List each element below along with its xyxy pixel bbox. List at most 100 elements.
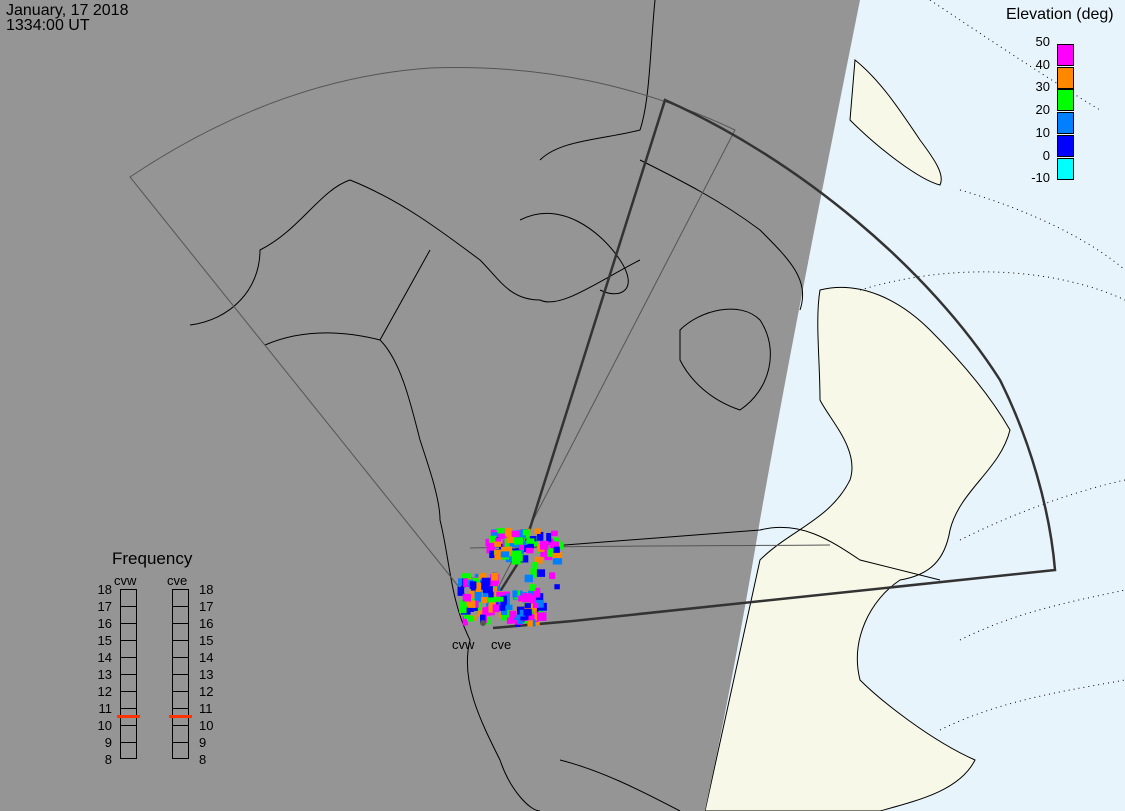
frequency-tick: 18 bbox=[97, 582, 112, 597]
elevation-bin-2 bbox=[1057, 89, 1074, 112]
scatter-cell bbox=[549, 572, 556, 580]
scatter-cell bbox=[457, 586, 465, 596]
scatter-cell bbox=[481, 596, 488, 604]
elevation-tick: 10 bbox=[1035, 124, 1050, 140]
scatter-cell bbox=[553, 546, 560, 553]
elevation-tick: 0 bbox=[1042, 147, 1050, 163]
scatter-cell bbox=[551, 530, 558, 537]
elevation-tick: 50 bbox=[1035, 34, 1050, 49]
frequency-tick: 9 bbox=[199, 735, 207, 750]
scatter-cell bbox=[472, 600, 479, 608]
scatter-cell bbox=[474, 590, 482, 601]
scatter-cell bbox=[488, 591, 494, 598]
scatter-cell bbox=[524, 603, 531, 609]
scatter-cell bbox=[522, 529, 531, 536]
frequency-tick: 11 bbox=[98, 701, 113, 716]
scatter-cell bbox=[462, 616, 469, 626]
scatter-cell bbox=[501, 609, 508, 616]
frequency-tick: 12 bbox=[199, 684, 214, 699]
scatter-cell bbox=[532, 561, 538, 569]
elevation-bin-5 bbox=[1057, 157, 1074, 180]
scatter-cell bbox=[540, 540, 549, 550]
elevation-tick: 40 bbox=[1035, 56, 1050, 72]
scatter-cell bbox=[499, 543, 506, 549]
scatter-cell bbox=[527, 617, 533, 627]
radar-label-cvw-panel: cvw bbox=[114, 573, 137, 588]
scatter-cell bbox=[501, 613, 511, 621]
scatter-cell bbox=[511, 530, 520, 537]
scatter-cell bbox=[524, 574, 533, 583]
scatter-cell bbox=[480, 614, 486, 623]
scatter-cell bbox=[467, 615, 475, 622]
scatter-cell bbox=[522, 593, 533, 603]
frequency-tick: 16 bbox=[199, 616, 214, 631]
scatter-cell bbox=[505, 556, 514, 563]
scatter-cells bbox=[457, 528, 564, 627]
scatter-cell bbox=[530, 595, 536, 605]
scatter-cell bbox=[506, 604, 513, 610]
scatter-cell bbox=[500, 551, 510, 558]
scatter-cell bbox=[519, 541, 525, 550]
frequency-tick: 14 bbox=[199, 650, 214, 665]
elevation-bin-1 bbox=[1057, 66, 1074, 89]
scatter-cell bbox=[500, 595, 507, 606]
scatter-cell bbox=[533, 587, 541, 598]
frequency-tick: 16 bbox=[97, 616, 112, 631]
scatter-cell bbox=[487, 595, 497, 603]
scatter-cell bbox=[552, 551, 563, 559]
scatter-cell bbox=[475, 582, 482, 592]
frequency-tick: 8 bbox=[199, 752, 207, 767]
scatter-cell bbox=[536, 569, 546, 577]
frequency-title: Frequency bbox=[112, 549, 193, 568]
scatter-cell bbox=[469, 590, 479, 601]
scatter-cell bbox=[478, 573, 487, 580]
frequency-tick: 17 bbox=[199, 599, 214, 614]
scatter-cell bbox=[461, 573, 471, 579]
scatter-cell bbox=[487, 542, 495, 551]
scatter-cell bbox=[523, 608, 532, 616]
scatter-cell bbox=[491, 584, 498, 594]
scatter-cell bbox=[509, 613, 517, 624]
scatter-cell bbox=[514, 614, 521, 620]
scatter-cell bbox=[534, 528, 541, 535]
scatter-cell bbox=[458, 578, 465, 586]
scatter-cell bbox=[488, 535, 497, 544]
scatter-cell bbox=[519, 609, 526, 617]
scatter-cell bbox=[466, 600, 473, 606]
frequency-tick: 14 bbox=[97, 650, 112, 665]
time-label: 1334:00 UT bbox=[6, 17, 90, 34]
scatter-cell bbox=[494, 549, 503, 560]
scatter-cell bbox=[506, 617, 513, 624]
scatter-cell bbox=[492, 604, 500, 613]
elevation-legend-title: Elevation (deg) bbox=[1006, 6, 1114, 23]
scatter-cell bbox=[469, 581, 477, 589]
scatter-cell bbox=[481, 577, 491, 586]
scatter-cell bbox=[547, 548, 555, 557]
scatter-cell bbox=[491, 572, 499, 581]
scatter-cell bbox=[551, 537, 560, 546]
frequency-tick: 18 bbox=[199, 582, 214, 597]
frequency-tick: 10 bbox=[199, 718, 214, 733]
scatter-cell bbox=[529, 584, 536, 591]
day-land bbox=[704, 0, 1125, 811]
scatter-cell bbox=[463, 578, 473, 587]
scatter-cell bbox=[482, 584, 493, 593]
elevation-tick: -10 bbox=[1031, 170, 1050, 186]
radar-label-cvw: cvw bbox=[452, 637, 475, 652]
scatter-cell bbox=[493, 596, 504, 602]
scatter-cell bbox=[492, 541, 502, 547]
scatter-cell bbox=[517, 616, 524, 624]
frequency-tick: 12 bbox=[97, 684, 112, 699]
scatter-cell bbox=[535, 593, 544, 603]
scatter-cell bbox=[495, 537, 501, 545]
frequency-marker-cvw bbox=[117, 715, 140, 718]
scatter-cell bbox=[523, 598, 533, 608]
cve-field-of-view bbox=[483, 98, 1057, 630]
scatter-cell bbox=[554, 584, 560, 590]
scatter-cell bbox=[526, 538, 535, 544]
scatter-cell bbox=[537, 531, 544, 541]
frequency-tick: 8 bbox=[104, 752, 112, 767]
scatter-cell bbox=[462, 593, 471, 602]
scatter-cell bbox=[546, 533, 552, 543]
